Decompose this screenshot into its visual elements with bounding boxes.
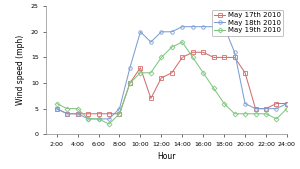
May 18th 2010 bbox=[160, 31, 163, 33]
May 19th 2010 bbox=[285, 108, 289, 110]
May 19th 2010 bbox=[128, 82, 132, 84]
May 17th 2010 bbox=[181, 56, 184, 58]
May 18th 2010 bbox=[139, 31, 142, 33]
May 17th 2010 bbox=[212, 56, 215, 58]
May 17th 2010 bbox=[170, 72, 174, 74]
May 19th 2010 bbox=[55, 103, 58, 105]
May 18th 2010 bbox=[222, 26, 226, 28]
May 19th 2010 bbox=[191, 56, 194, 58]
May 18th 2010 bbox=[264, 108, 268, 110]
May 17th 2010 bbox=[222, 56, 226, 58]
May 19th 2010 bbox=[160, 56, 163, 58]
May 19th 2010 bbox=[254, 113, 257, 115]
May 17th 2010 bbox=[191, 51, 194, 53]
May 19th 2010 bbox=[97, 118, 101, 120]
X-axis label: Hour: Hour bbox=[157, 152, 176, 161]
May 17th 2010 bbox=[285, 103, 289, 105]
May 19th 2010 bbox=[222, 103, 226, 105]
May 18th 2010 bbox=[233, 51, 236, 53]
May 18th 2010 bbox=[97, 118, 101, 120]
May 17th 2010 bbox=[76, 113, 80, 115]
May 18th 2010 bbox=[118, 108, 121, 110]
May 17th 2010 bbox=[233, 56, 236, 58]
May 18th 2010 bbox=[55, 108, 58, 110]
May 17th 2010 bbox=[264, 108, 268, 110]
May 18th 2010 bbox=[201, 26, 205, 28]
May 18th 2010 bbox=[285, 103, 289, 105]
May 19th 2010 bbox=[274, 118, 278, 120]
May 19th 2010 bbox=[212, 87, 215, 89]
May 18th 2010 bbox=[107, 118, 111, 120]
May 19th 2010 bbox=[233, 113, 236, 115]
May 17th 2010 bbox=[128, 82, 132, 84]
May 17th 2010 bbox=[160, 77, 163, 79]
May 17th 2010 bbox=[254, 108, 257, 110]
May 18th 2010 bbox=[149, 41, 153, 43]
May 19th 2010 bbox=[118, 113, 121, 115]
May 18th 2010 bbox=[274, 108, 278, 110]
May 19th 2010 bbox=[149, 72, 153, 74]
May 17th 2010 bbox=[107, 113, 111, 115]
May 17th 2010 bbox=[139, 67, 142, 69]
May 19th 2010 bbox=[65, 108, 69, 110]
May 18th 2010 bbox=[181, 26, 184, 28]
May 17th 2010 bbox=[149, 97, 153, 99]
May 19th 2010 bbox=[201, 72, 205, 74]
May 19th 2010 bbox=[170, 46, 174, 48]
May 19th 2010 bbox=[107, 123, 111, 125]
May 19th 2010 bbox=[139, 72, 142, 74]
May 17th 2010 bbox=[118, 113, 121, 115]
May 18th 2010 bbox=[254, 108, 257, 110]
May 19th 2010 bbox=[264, 113, 268, 115]
May 18th 2010 bbox=[76, 113, 80, 115]
May 19th 2010 bbox=[76, 108, 80, 110]
May 18th 2010 bbox=[65, 113, 69, 115]
May 18th 2010 bbox=[170, 31, 174, 33]
May 18th 2010 bbox=[128, 67, 132, 69]
May 17th 2010 bbox=[65, 113, 69, 115]
May 18th 2010 bbox=[191, 26, 194, 28]
May 17th 2010 bbox=[243, 72, 247, 74]
Line: May 17th 2010: May 17th 2010 bbox=[55, 51, 289, 115]
May 17th 2010 bbox=[55, 108, 58, 110]
May 17th 2010 bbox=[201, 51, 205, 53]
May 18th 2010 bbox=[212, 26, 215, 28]
May 19th 2010 bbox=[181, 41, 184, 43]
Line: May 19th 2010: May 19th 2010 bbox=[55, 40, 289, 126]
Line: May 18th 2010: May 18th 2010 bbox=[55, 25, 289, 121]
May 17th 2010 bbox=[97, 113, 101, 115]
Legend: May 17th 2010, May 18th 2010, May 19th 2010: May 17th 2010, May 18th 2010, May 19th 2… bbox=[212, 10, 284, 36]
May 17th 2010 bbox=[274, 103, 278, 105]
May 19th 2010 bbox=[86, 118, 90, 120]
Y-axis label: Wind speed (mph): Wind speed (mph) bbox=[16, 35, 25, 105]
May 18th 2010 bbox=[86, 118, 90, 120]
May 17th 2010 bbox=[86, 113, 90, 115]
May 18th 2010 bbox=[243, 103, 247, 105]
May 19th 2010 bbox=[243, 113, 247, 115]
